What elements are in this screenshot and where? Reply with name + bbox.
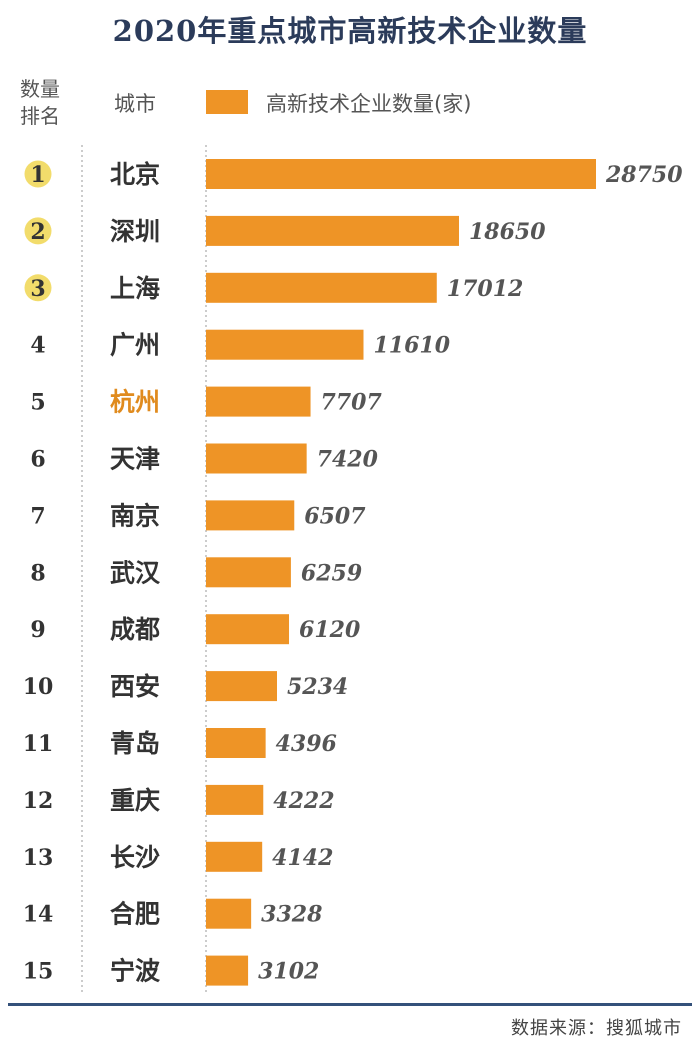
bar — [206, 557, 291, 588]
rank-label: 3 — [30, 276, 45, 302]
city-label: 武汉 — [110, 558, 161, 587]
bar — [206, 443, 307, 474]
value-label: 17012 — [447, 276, 524, 302]
bar — [206, 898, 252, 929]
rank-label: 13 — [23, 845, 54, 871]
bar — [206, 614, 290, 645]
value-label: 4142 — [272, 845, 333, 871]
city-label: 宁波 — [110, 957, 161, 986]
city-label: 天津 — [110, 445, 160, 474]
value-label: 7707 — [321, 390, 383, 416]
value-label: 4222 — [273, 788, 334, 814]
city-label: 杭州 — [110, 388, 160, 417]
city-column-header: 城市 — [114, 92, 156, 116]
rank-label: 10 — [23, 674, 54, 700]
footer-divider — [8, 1003, 692, 1006]
city-label: 深圳 — [110, 217, 160, 246]
value-label: 6120 — [299, 617, 361, 643]
bar — [206, 955, 249, 986]
rank-label: 8 — [30, 560, 45, 586]
bar — [206, 841, 263, 872]
city-label: 青岛 — [110, 729, 160, 758]
rank-label: 4 — [30, 333, 45, 359]
value-label: 6259 — [301, 560, 362, 586]
bar — [206, 500, 295, 531]
value-label: 4396 — [276, 731, 337, 757]
value-label: 6507 — [304, 503, 366, 529]
rank-label: 14 — [23, 902, 54, 928]
legend-label: 高新技术企业数量(家) — [266, 92, 472, 116]
rank-label: 7 — [30, 503, 45, 529]
rank-header-line-2: 排名 — [20, 104, 60, 128]
bar — [206, 386, 311, 417]
city-label: 广州 — [110, 331, 160, 360]
bar — [206, 728, 266, 758]
value-label: 18650 — [469, 219, 546, 245]
city-label: 重庆 — [110, 786, 160, 815]
value-label: 3102 — [258, 959, 319, 985]
rank-medal — [24, 160, 52, 188]
value-label: 28750 — [605, 162, 683, 188]
bar — [206, 215, 459, 246]
city-label: 南京 — [110, 501, 160, 530]
rank-label: 6 — [30, 447, 45, 473]
bar — [206, 159, 596, 189]
bar — [206, 272, 437, 303]
rank-header-line-1: 数量 — [20, 77, 60, 101]
rank-medal — [24, 217, 52, 245]
rank-medal — [24, 274, 52, 302]
bar — [206, 329, 364, 360]
bar — [206, 671, 278, 702]
chart-title: 2020年重点城市高新技术企业数量 — [112, 14, 588, 48]
rank-label: 2 — [30, 219, 45, 245]
city-label: 成都 — [110, 615, 160, 644]
value-label: 11610 — [373, 333, 450, 359]
rank-column-header: 数量 排名 — [14, 76, 66, 130]
city-label: 合肥 — [110, 900, 160, 929]
city-label: 西安 — [110, 672, 160, 701]
rank-label: 12 — [23, 788, 54, 814]
value-label: 7420 — [317, 447, 379, 473]
value-label: 3328 — [261, 902, 322, 928]
source-note: 数据来源：搜狐城市 — [511, 1018, 682, 1039]
value-label: 5234 — [287, 674, 348, 700]
rank-label: 11 — [23, 731, 54, 757]
bar — [206, 784, 264, 815]
rank-label: 15 — [23, 959, 54, 985]
legend-swatch — [206, 90, 248, 114]
rank-label: 1 — [30, 162, 45, 188]
city-label: 长沙 — [110, 843, 160, 872]
rank-label: 5 — [30, 390, 45, 416]
city-label: 上海 — [110, 274, 160, 303]
rank-label: 9 — [30, 617, 45, 643]
city-label: 北京 — [110, 160, 160, 189]
